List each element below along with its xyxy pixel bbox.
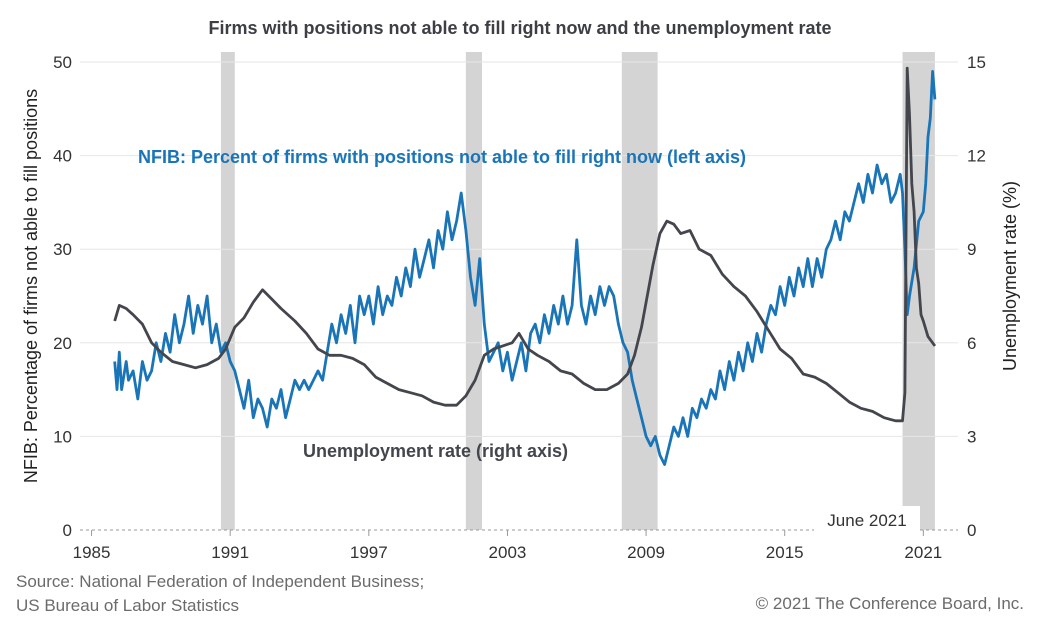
y-right-tick-label: 15 [967,53,986,72]
x-tick-label: 2009 [627,543,665,562]
date-label: June 2021 [827,511,906,530]
y-left-tick-label: 40 [53,147,72,166]
nfib-series-label: NFIB: Percent of firms with positions no… [138,147,746,167]
recession-band [220,52,235,530]
gridlines [80,61,958,531]
y-right-tick-label: 9 [967,240,976,259]
y-left-tick-label: 30 [53,240,72,259]
y-right-tick-label: 3 [967,427,976,446]
axis-ticks: 0 10 20 30 40 50 0 3 6 9 12 15 1985 1991 1997 2003 2009 2… [21,53,1020,562]
x-tick-label: 2003 [489,543,527,562]
x-tick-label: 2021 [904,543,942,562]
y-left-tick-label: 0 [63,521,72,540]
y-left-tick-label: 20 [53,334,72,353]
y-right-tick-label: 6 [967,334,976,353]
source-line-1: Source: National Federation of Independe… [16,572,425,591]
x-tick-label: 1991 [211,543,249,562]
series [113,66,937,466]
recession-band [621,52,658,530]
y-right-tick-label: 0 [967,521,976,540]
chart-title: Firms with positions not able to fill ri… [208,18,832,38]
unemployment-series-label: Unemployment rate (right axis) [303,441,568,461]
copyright-note: © 2021 The Conference Board, Inc. [755,594,1024,613]
x-tick-label: 2015 [766,543,804,562]
date-label-background [814,506,920,532]
y-right-tick-label: 12 [967,147,986,166]
source-line-2: US Bureau of Labor Statistics [16,596,240,615]
annotations: NFIB: Percent of firms with positions no… [138,147,920,532]
y-left-tick-label: 10 [53,427,72,446]
nfib-series-line [113,70,937,466]
y-left-tick-label: 50 [53,53,72,72]
source-note: Source: National Federation of Independe… [16,570,424,618]
y-left-axis-title: NFIB: Percentage of firms not able to fi… [21,89,41,483]
unemployment-series-line [113,66,937,423]
x-tick-label: 1985 [73,543,111,562]
x-tick-label: 1997 [350,543,388,562]
y-right-axis-title: Unemployment rate (%) [1000,181,1020,371]
